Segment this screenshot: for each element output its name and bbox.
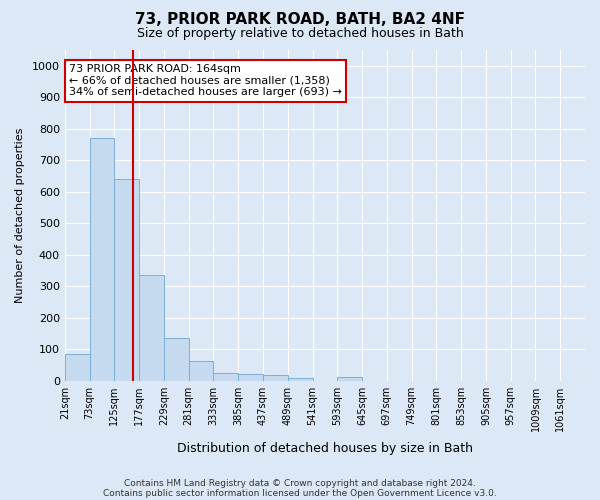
Text: 73, PRIOR PARK ROAD, BATH, BA2 4NF: 73, PRIOR PARK ROAD, BATH, BA2 4NF <box>135 12 465 28</box>
Bar <box>188 361 214 381</box>
Bar <box>65 354 89 381</box>
Text: 73 PRIOR PARK ROAD: 164sqm
← 66% of detached houses are smaller (1,358)
34% of s: 73 PRIOR PARK ROAD: 164sqm ← 66% of deta… <box>69 64 342 98</box>
Bar <box>164 338 188 381</box>
Text: Size of property relative to detached houses in Bath: Size of property relative to detached ho… <box>137 28 463 40</box>
Bar <box>288 378 313 381</box>
Bar <box>238 374 263 381</box>
Bar <box>263 375 288 381</box>
Bar <box>139 275 164 381</box>
Text: Contains HM Land Registry data © Crown copyright and database right 2024.: Contains HM Land Registry data © Crown c… <box>124 478 476 488</box>
Text: Contains public sector information licensed under the Open Government Licence v3: Contains public sector information licen… <box>103 488 497 498</box>
Bar <box>115 179 139 381</box>
Bar <box>337 377 362 381</box>
X-axis label: Distribution of detached houses by size in Bath: Distribution of detached houses by size … <box>177 442 473 455</box>
Bar <box>214 373 238 381</box>
Y-axis label: Number of detached properties: Number of detached properties <box>15 128 25 303</box>
Bar <box>89 138 115 381</box>
